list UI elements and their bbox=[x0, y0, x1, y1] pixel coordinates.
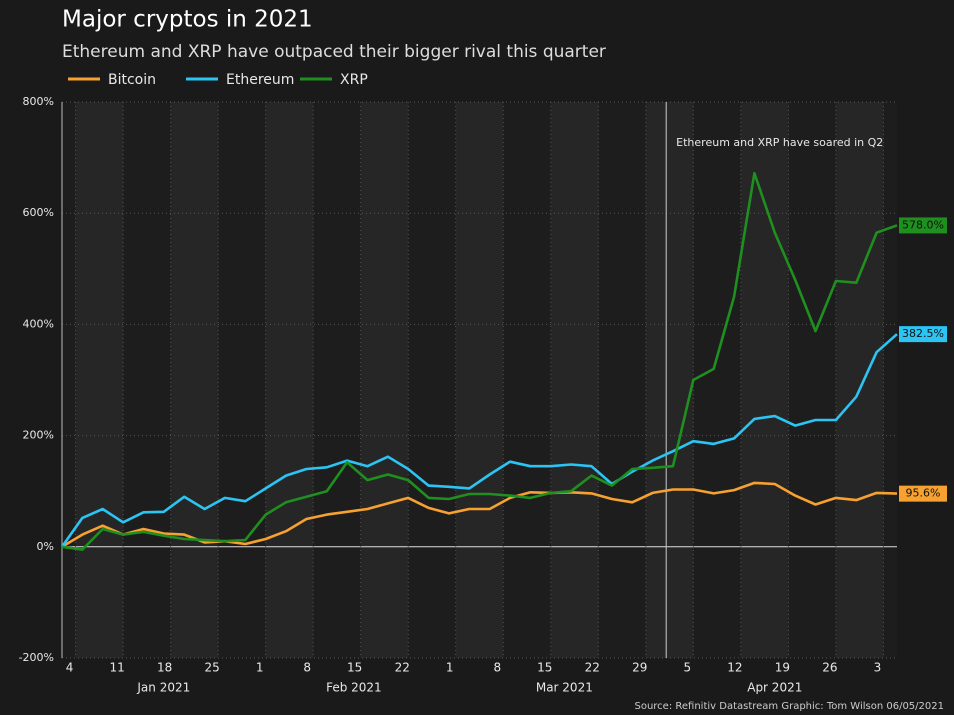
y-tick-label: 200% bbox=[23, 429, 54, 442]
end-label: 578.0% bbox=[902, 218, 944, 231]
chart-subtitle: Ethereum and XRP have outpaced their big… bbox=[62, 42, 606, 62]
x-group-label: Mar 2021 bbox=[536, 681, 593, 695]
x-group-label: Apr 2021 bbox=[747, 681, 802, 695]
band bbox=[550, 102, 599, 658]
band bbox=[360, 102, 409, 658]
y-tick-label: 600% bbox=[23, 206, 54, 219]
x-tick-label: 22 bbox=[585, 661, 600, 675]
x-tick-label: 11 bbox=[109, 661, 124, 675]
y-tick-label: 400% bbox=[23, 317, 54, 330]
chart-title: Major cryptos in 2021 bbox=[62, 7, 313, 33]
x-tick-label: 22 bbox=[395, 661, 410, 675]
x-tick-label: 15 bbox=[347, 661, 362, 675]
end-label-box bbox=[899, 485, 947, 502]
x-tick-label: 3 bbox=[874, 661, 882, 675]
end-label-box bbox=[899, 326, 947, 343]
x-tick-label: 25 bbox=[204, 661, 219, 675]
legend-label: Bitcoin bbox=[108, 72, 156, 88]
x-tick-label: 5 bbox=[684, 661, 692, 675]
x-tick-label: 8 bbox=[493, 661, 501, 675]
x-tick-label: 1 bbox=[446, 661, 454, 675]
x-tick-label: 8 bbox=[303, 661, 311, 675]
x-tick-label: 15 bbox=[537, 661, 552, 675]
band bbox=[75, 102, 124, 658]
x-tick-label: 4 bbox=[66, 661, 74, 675]
end-label-box bbox=[899, 217, 947, 234]
x-group-label: Feb 2021 bbox=[326, 681, 382, 695]
band bbox=[645, 102, 694, 658]
band bbox=[740, 102, 789, 658]
x-tick-label: 1 bbox=[256, 661, 264, 675]
x-tick-label: 12 bbox=[727, 661, 742, 675]
x-group-label: Jan 2021 bbox=[136, 681, 190, 695]
end-label: 95.6% bbox=[906, 487, 941, 500]
y-tick-label: 800% bbox=[23, 95, 54, 108]
band bbox=[170, 102, 219, 658]
x-tick-label: 26 bbox=[822, 661, 837, 675]
band bbox=[835, 102, 884, 658]
x-tick-label: 18 bbox=[157, 661, 172, 675]
x-tick-label: 29 bbox=[632, 661, 647, 675]
line bbox=[61, 171, 898, 551]
legend-label: XRP bbox=[340, 72, 368, 88]
x-tick-label: 19 bbox=[775, 661, 790, 675]
source: Source: Refinitiv Datastream Graphic: To… bbox=[634, 701, 944, 712]
end-label: 382.5% bbox=[902, 327, 944, 340]
band bbox=[265, 102, 314, 658]
annotation: Ethereum and XRP have soared in Q2 bbox=[676, 136, 883, 149]
y-tick-label: -200% bbox=[19, 651, 54, 664]
band bbox=[455, 102, 504, 658]
line bbox=[60, 333, 898, 548]
y-tick-label: 0% bbox=[37, 540, 54, 553]
legend-label: Ethereum bbox=[226, 72, 294, 88]
